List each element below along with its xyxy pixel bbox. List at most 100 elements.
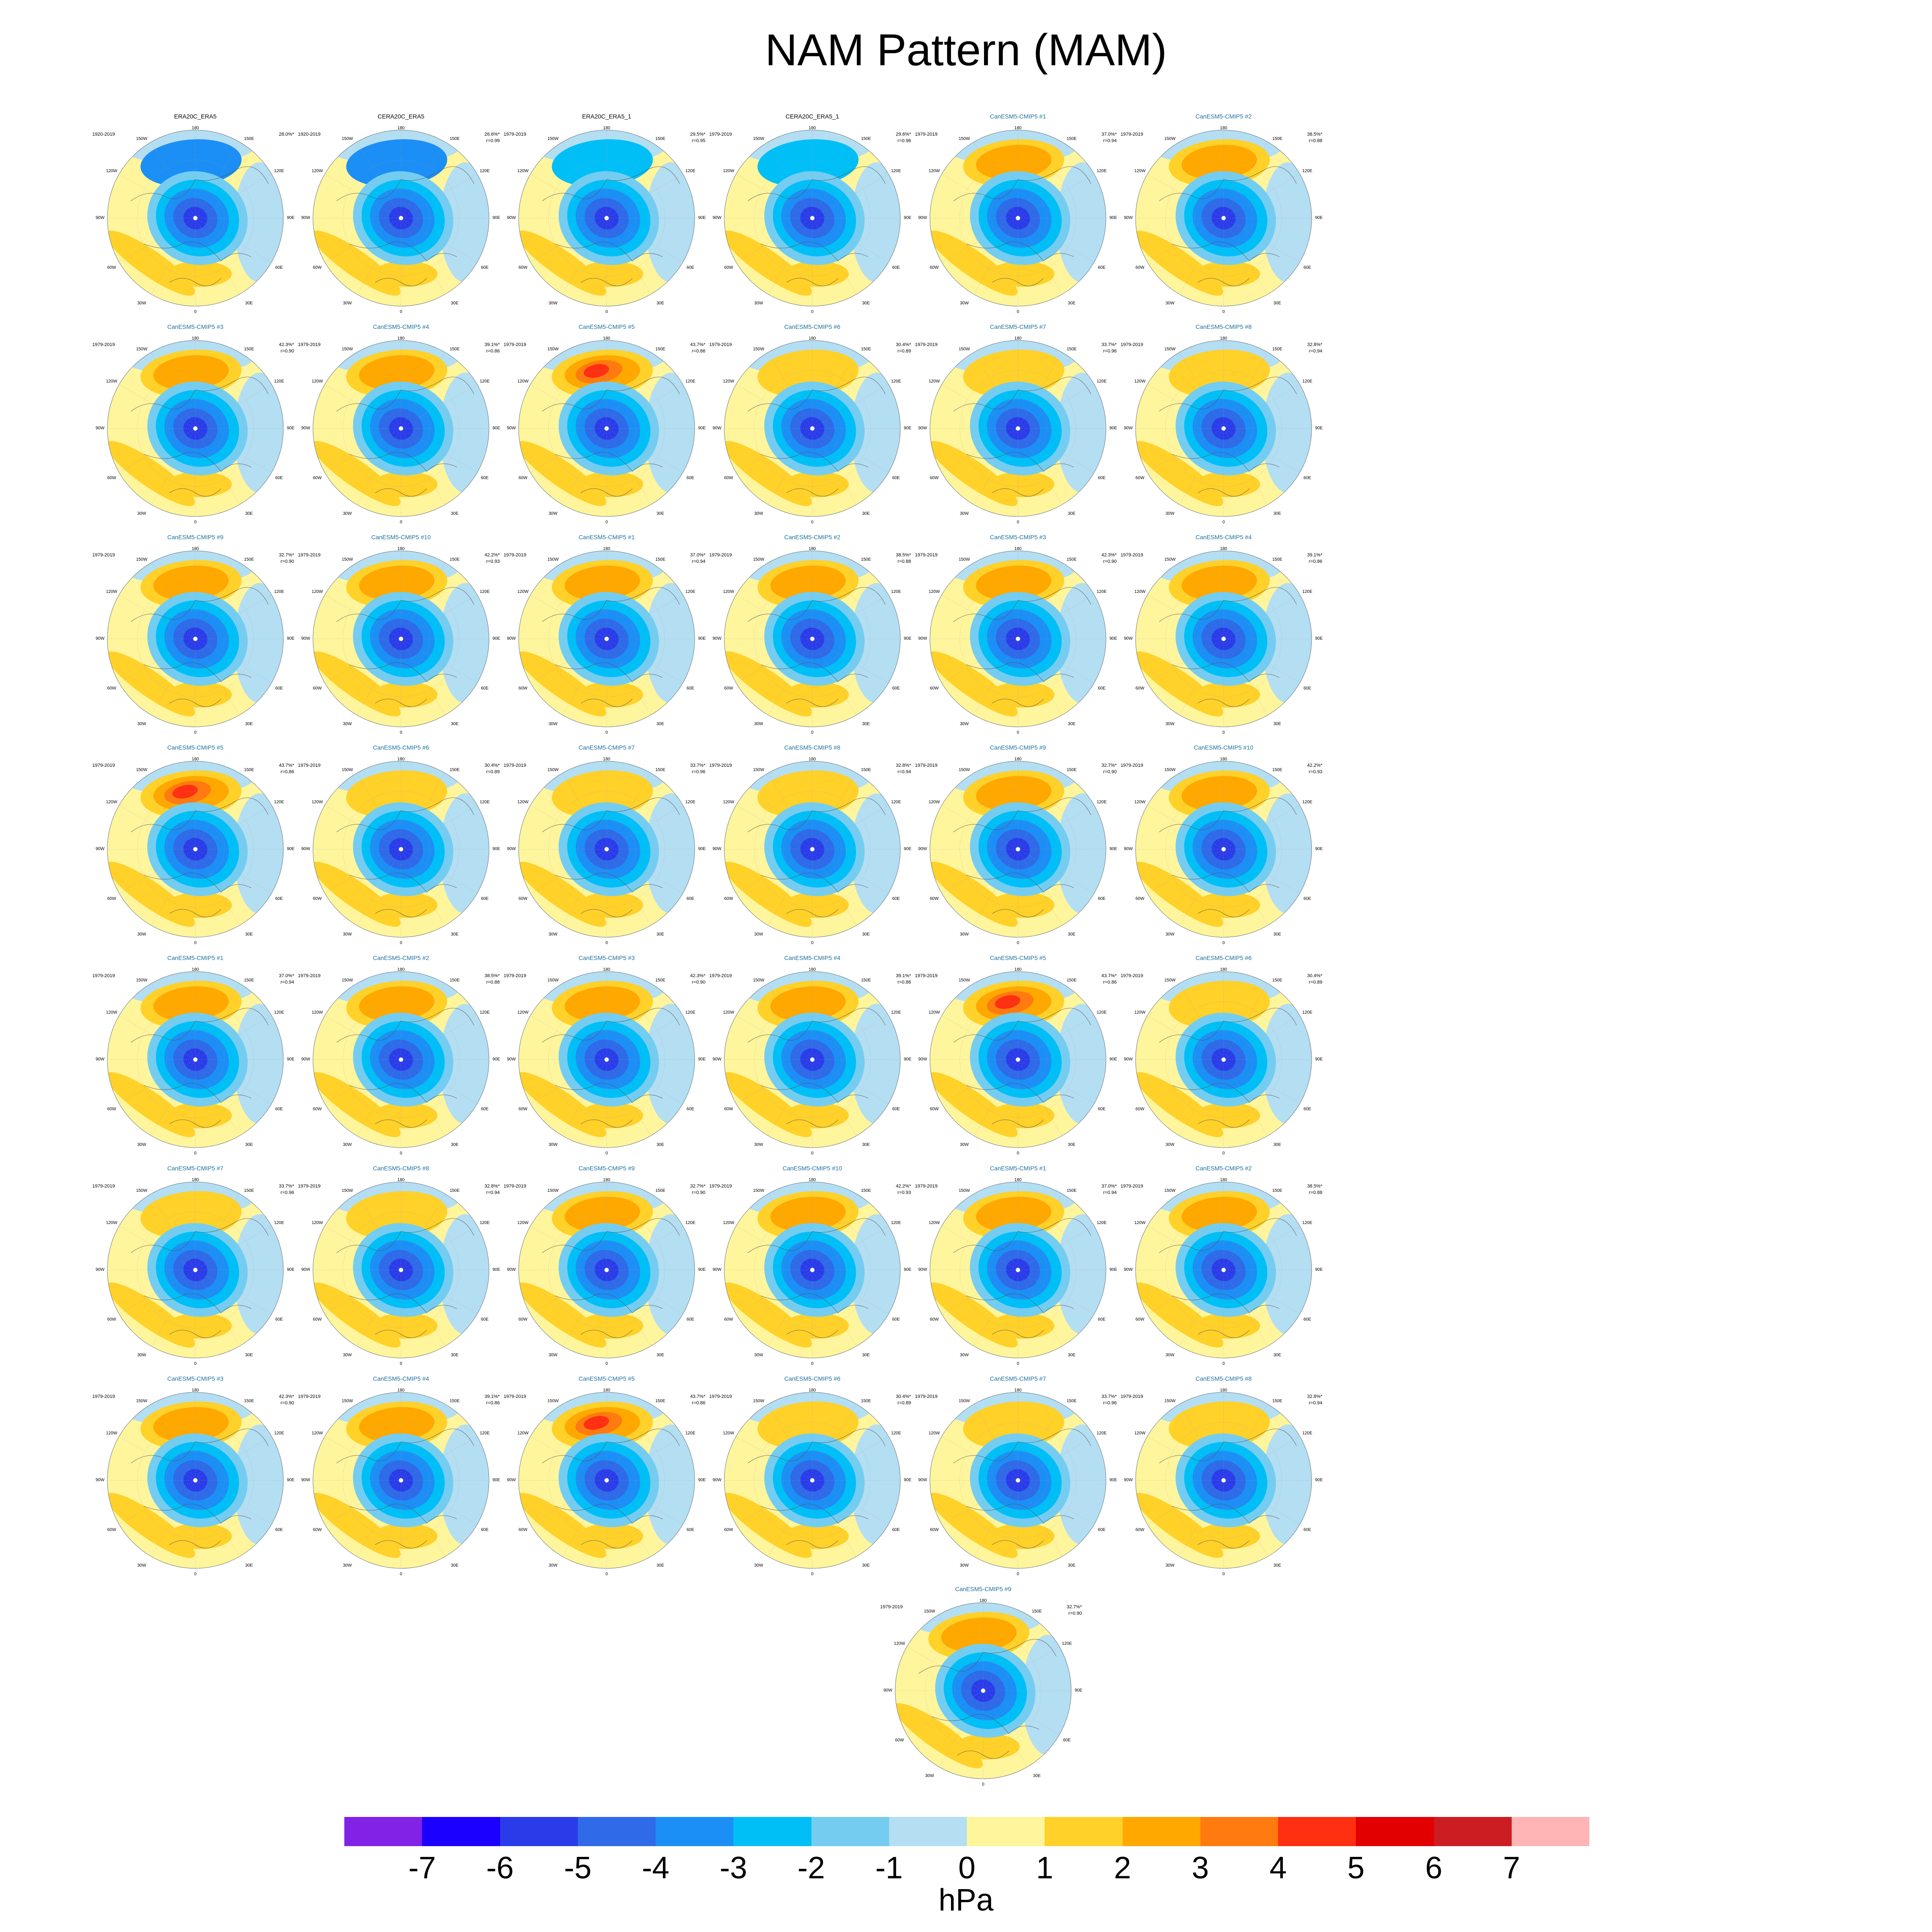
north-pole-marker (193, 1478, 197, 1482)
map-boundary (313, 340, 489, 517)
longitude-label: 30W (960, 722, 969, 726)
longitude-label: 120W (311, 1010, 323, 1015)
weak-negative-region (851, 162, 900, 283)
longitude-label: 120W (517, 379, 529, 384)
longitude-label: 150W (547, 347, 559, 352)
pacific-positive-anomaly (565, 986, 640, 1021)
atlantic-positive-band (990, 1313, 1054, 1339)
longitude-label: 150W (753, 137, 765, 141)
longitude-label: 30W (754, 511, 763, 516)
panel-correlation: r=0.89 (897, 349, 911, 354)
north-pole-marker (399, 216, 403, 220)
north-pole-marker (605, 1268, 609, 1272)
longitude-label: 150W (1164, 768, 1176, 772)
map-boundary (518, 340, 695, 517)
pacific-positive-anomaly (172, 785, 198, 799)
map-panel: CanESM5-CMIP5 #9 1979-2019 32.7%* r=0.90 180… (92, 534, 298, 740)
longitude-label: 150E (861, 557, 871, 562)
colorbar-tick-label: 3 (1191, 1851, 1209, 1885)
longitude-label: 120W (106, 800, 118, 805)
atlantic-positive-band (373, 892, 437, 918)
panel-title: CanESM5-CMIP5 #7 (990, 1375, 1046, 1382)
panel-explained-variance: 29.6%* (896, 132, 911, 137)
longitude-label: 150E (450, 557, 460, 562)
longitude-label: 0 (1222, 941, 1225, 945)
longitude-label: 150E (1066, 1399, 1077, 1403)
longitude-label: 90W (712, 1267, 722, 1272)
longitude-label: 0 (605, 520, 608, 525)
longitude-label: 120E (480, 169, 490, 173)
longitude-label: 150E (244, 1399, 254, 1403)
coastline (131, 797, 269, 917)
longitude-label: 150E (861, 347, 871, 352)
north-pole-marker (605, 847, 609, 851)
pacific-positive-anomaly (976, 776, 1051, 811)
longitude-label: 60E (892, 896, 900, 901)
longitude-label: 30E (451, 1142, 459, 1147)
north-pole-marker (605, 426, 609, 431)
longitude-label: 30E (862, 1563, 870, 1568)
colorbar-tick-label: 6 (1425, 1851, 1443, 1885)
longitude-label: 60E (275, 1107, 283, 1112)
polar-map (313, 340, 489, 517)
coastline (131, 377, 269, 497)
panel-correlation: r=0.88 (897, 559, 911, 564)
panel-title: CanESM5-CMIP5 #1 (990, 1165, 1046, 1172)
panel-title: CanESM5-CMIP5 #4 (373, 1375, 429, 1382)
longitude-label: 60E (687, 1317, 694, 1322)
longitude-label: 90E (1315, 216, 1323, 220)
longitude-label: 180 (603, 1178, 611, 1182)
polar-map (107, 1392, 284, 1569)
north-pole-marker (1016, 1268, 1020, 1272)
longitude-label: 150W (1164, 978, 1176, 983)
longitude-label: 120W (311, 589, 323, 594)
map-boundary (930, 550, 1106, 727)
polar-map (1135, 1182, 1312, 1358)
polar-map (895, 1602, 1072, 1779)
longitude-label: 30E (245, 1563, 253, 1568)
longitude-label: 60E (1303, 1107, 1311, 1112)
weak-negative-region (1262, 583, 1312, 703)
polar-map (107, 761, 284, 938)
pacific-positive-anomaly (770, 1197, 846, 1232)
coastline (336, 587, 474, 707)
longitude-label: 60W (313, 265, 322, 270)
pacific-positive-anomaly (346, 770, 447, 818)
panel-period: 1979-2019 (915, 763, 938, 768)
longitude-label: 30E (1068, 722, 1075, 726)
longitude-label: 60W (107, 476, 116, 480)
map-boundary (313, 971, 489, 1148)
atlantic-positive-band (784, 1103, 849, 1128)
longitude-label: 150W (958, 557, 970, 562)
longitude-label: 150E (655, 557, 665, 562)
atlantic-positive-band (579, 1103, 643, 1128)
map-boundary (107, 1182, 284, 1358)
atlantic-positive-band (579, 1523, 643, 1549)
map-panel: CanESM5-CMIP5 #4 1979-2019 39.1%* r=0.86 180… (298, 323, 504, 529)
north-pole-marker (399, 426, 403, 431)
longitude-label: 90E (698, 426, 706, 431)
colorbar-box (889, 1817, 967, 1846)
longitude-label: 90W (507, 847, 516, 851)
longitude-label: 120E (1302, 1221, 1312, 1225)
colorbar-tick-label: 2 (1114, 1851, 1131, 1885)
colorbar-box (811, 1817, 889, 1846)
longitude-label: 180 (397, 967, 405, 972)
coastline (131, 1218, 269, 1338)
map-panel: CanESM5-CMIP5 #8 1979-2019 32.8%* r=0.94 180… (1121, 1375, 1327, 1581)
panel-explained-variance: 33.7%* (1101, 342, 1117, 347)
longitude-label: 90W (712, 636, 722, 641)
panel-explained-variance: 39.1%* (896, 973, 911, 978)
longitude-label: 90W (1124, 636, 1133, 641)
panel-title: CanESM5-CMIP5 #3 (167, 323, 224, 330)
longitude-label: 0 (1222, 310, 1225, 314)
longitude-label: 120E (1097, 1221, 1107, 1225)
north-pole-marker (1221, 1268, 1226, 1272)
pacific-positive-anomaly (757, 770, 859, 818)
map-panel: CanESM5-CMIP5 #9 1979-2019 32.7%* r=0.90 180… (880, 1586, 1086, 1792)
longitude-label: 150E (1066, 1188, 1077, 1193)
longitude-label: 30E (862, 1353, 870, 1358)
atlantic-positive-band (373, 1313, 437, 1339)
polar-map (518, 130, 695, 307)
atlantic-positive-band (579, 261, 643, 287)
